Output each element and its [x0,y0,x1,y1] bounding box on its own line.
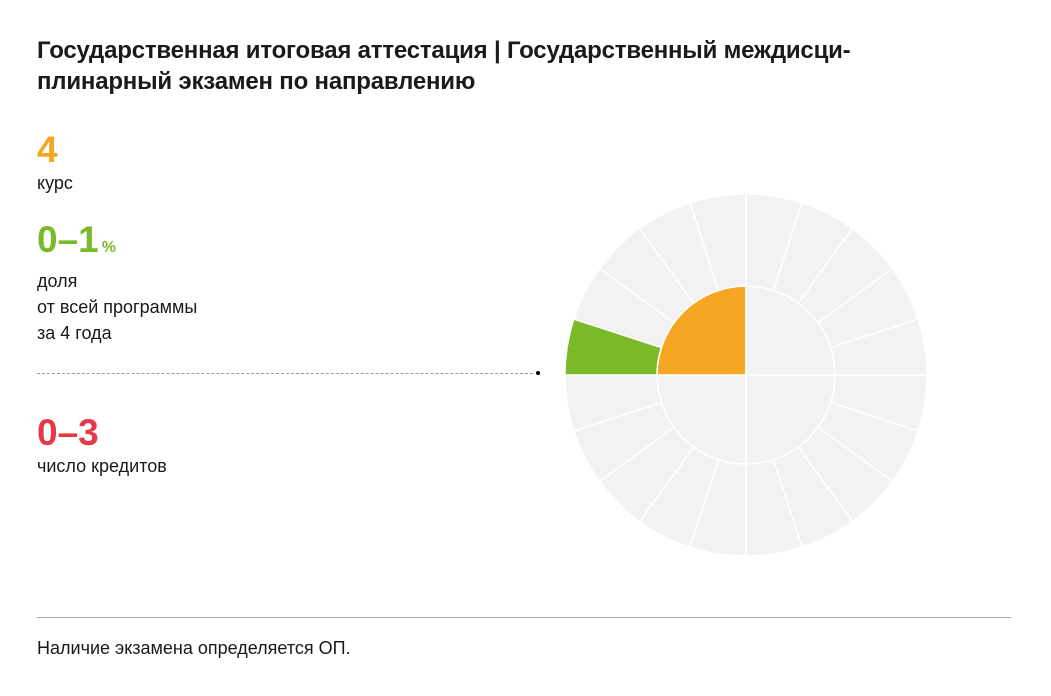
footer-divider [37,617,1011,618]
outer-segment [829,318,928,376]
share-label: доля от всей программы за 4 года [37,271,198,343]
stat-credits: 0–3 число кредитов [37,413,167,479]
share-value-row: 0–1% [37,220,197,268]
course-label: курс [37,173,73,193]
share-value: 0–1 [37,219,99,260]
credits-value: 0–3 [37,412,99,453]
page-title: Государственная итоговая аттестация | Го… [37,37,851,95]
stat-course: 4 курс [37,130,73,196]
outer-ring [564,193,928,557]
stat-share: 0–1% доля от всей программы за 4 года [37,220,197,346]
footnote: Наличие экзамена определяется ОП. [37,638,351,658]
leader-dot [536,371,540,375]
credits-label: число кредитов [37,456,167,476]
leader-line [37,373,533,374]
inner-ring [656,285,836,465]
course-value: 4 [37,129,58,170]
share-unit: % [101,239,116,256]
program-wheel-chart [564,193,928,557]
